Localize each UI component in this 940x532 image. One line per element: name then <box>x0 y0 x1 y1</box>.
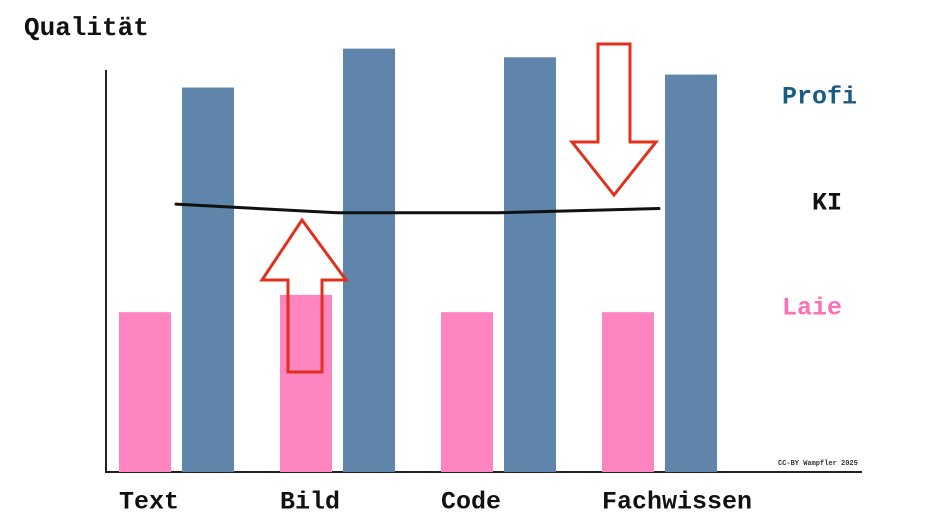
x-tick-label: Bild <box>280 488 340 517</box>
x-tick-label: Fachwissen <box>602 488 752 517</box>
credit-note: CC-BY Wampfler 2025 <box>778 460 858 468</box>
bar <box>119 312 171 472</box>
down-arrow <box>568 42 660 198</box>
x-tick-label: Text <box>119 488 179 517</box>
bar <box>602 312 654 472</box>
legend-label: KI <box>812 189 842 218</box>
legend-label: Laie <box>782 294 842 323</box>
bar <box>343 48 395 472</box>
bar <box>504 57 556 472</box>
bar <box>182 87 234 473</box>
legend-label: Profi <box>782 83 857 112</box>
x-tick-label: Code <box>441 488 501 517</box>
marks <box>119 48 717 473</box>
line-series <box>174 202 661 215</box>
up-arrow <box>259 217 349 374</box>
y-axis-label: Qualität <box>24 13 149 43</box>
bar <box>665 74 717 472</box>
bar <box>441 312 493 472</box>
